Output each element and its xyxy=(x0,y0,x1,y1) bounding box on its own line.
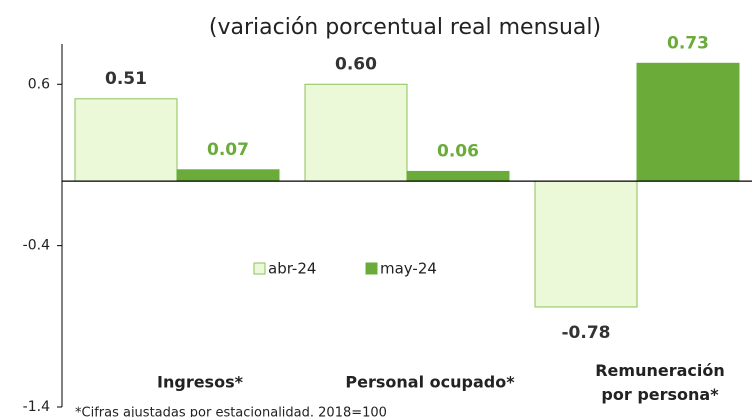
y-tick-label: -1.4 xyxy=(23,399,50,415)
bar xyxy=(534,180,638,308)
x-tick-label: Personal ocupado* xyxy=(345,373,515,392)
x-tick-label: Remuneración por persona* xyxy=(595,361,725,404)
value-label: 0.51 xyxy=(105,69,147,89)
bar xyxy=(406,170,510,182)
bar xyxy=(74,98,178,182)
bar xyxy=(636,62,740,182)
value-label: 0.06 xyxy=(437,141,479,161)
value-label: 0.07 xyxy=(207,140,249,160)
footnote: *Cifras ajustadas por estacionalidad. 20… xyxy=(75,406,387,417)
y-tick-label: 0.6 xyxy=(28,76,50,92)
y-tick-label: -0.4 xyxy=(23,238,50,254)
legend-label: may-24 xyxy=(380,260,437,278)
value-label: 0.60 xyxy=(335,54,377,74)
chart-title: (variación porcentual real mensual) xyxy=(209,15,601,40)
legend-label: abr-24 xyxy=(268,260,316,278)
bar xyxy=(304,83,408,182)
x-tick-label: Ingresos* xyxy=(157,373,244,392)
value-label: -0.78 xyxy=(562,323,611,343)
legend-swatch xyxy=(365,262,378,275)
bar xyxy=(176,169,280,182)
value-label: 0.73 xyxy=(667,33,709,53)
legend-swatch xyxy=(253,262,266,275)
